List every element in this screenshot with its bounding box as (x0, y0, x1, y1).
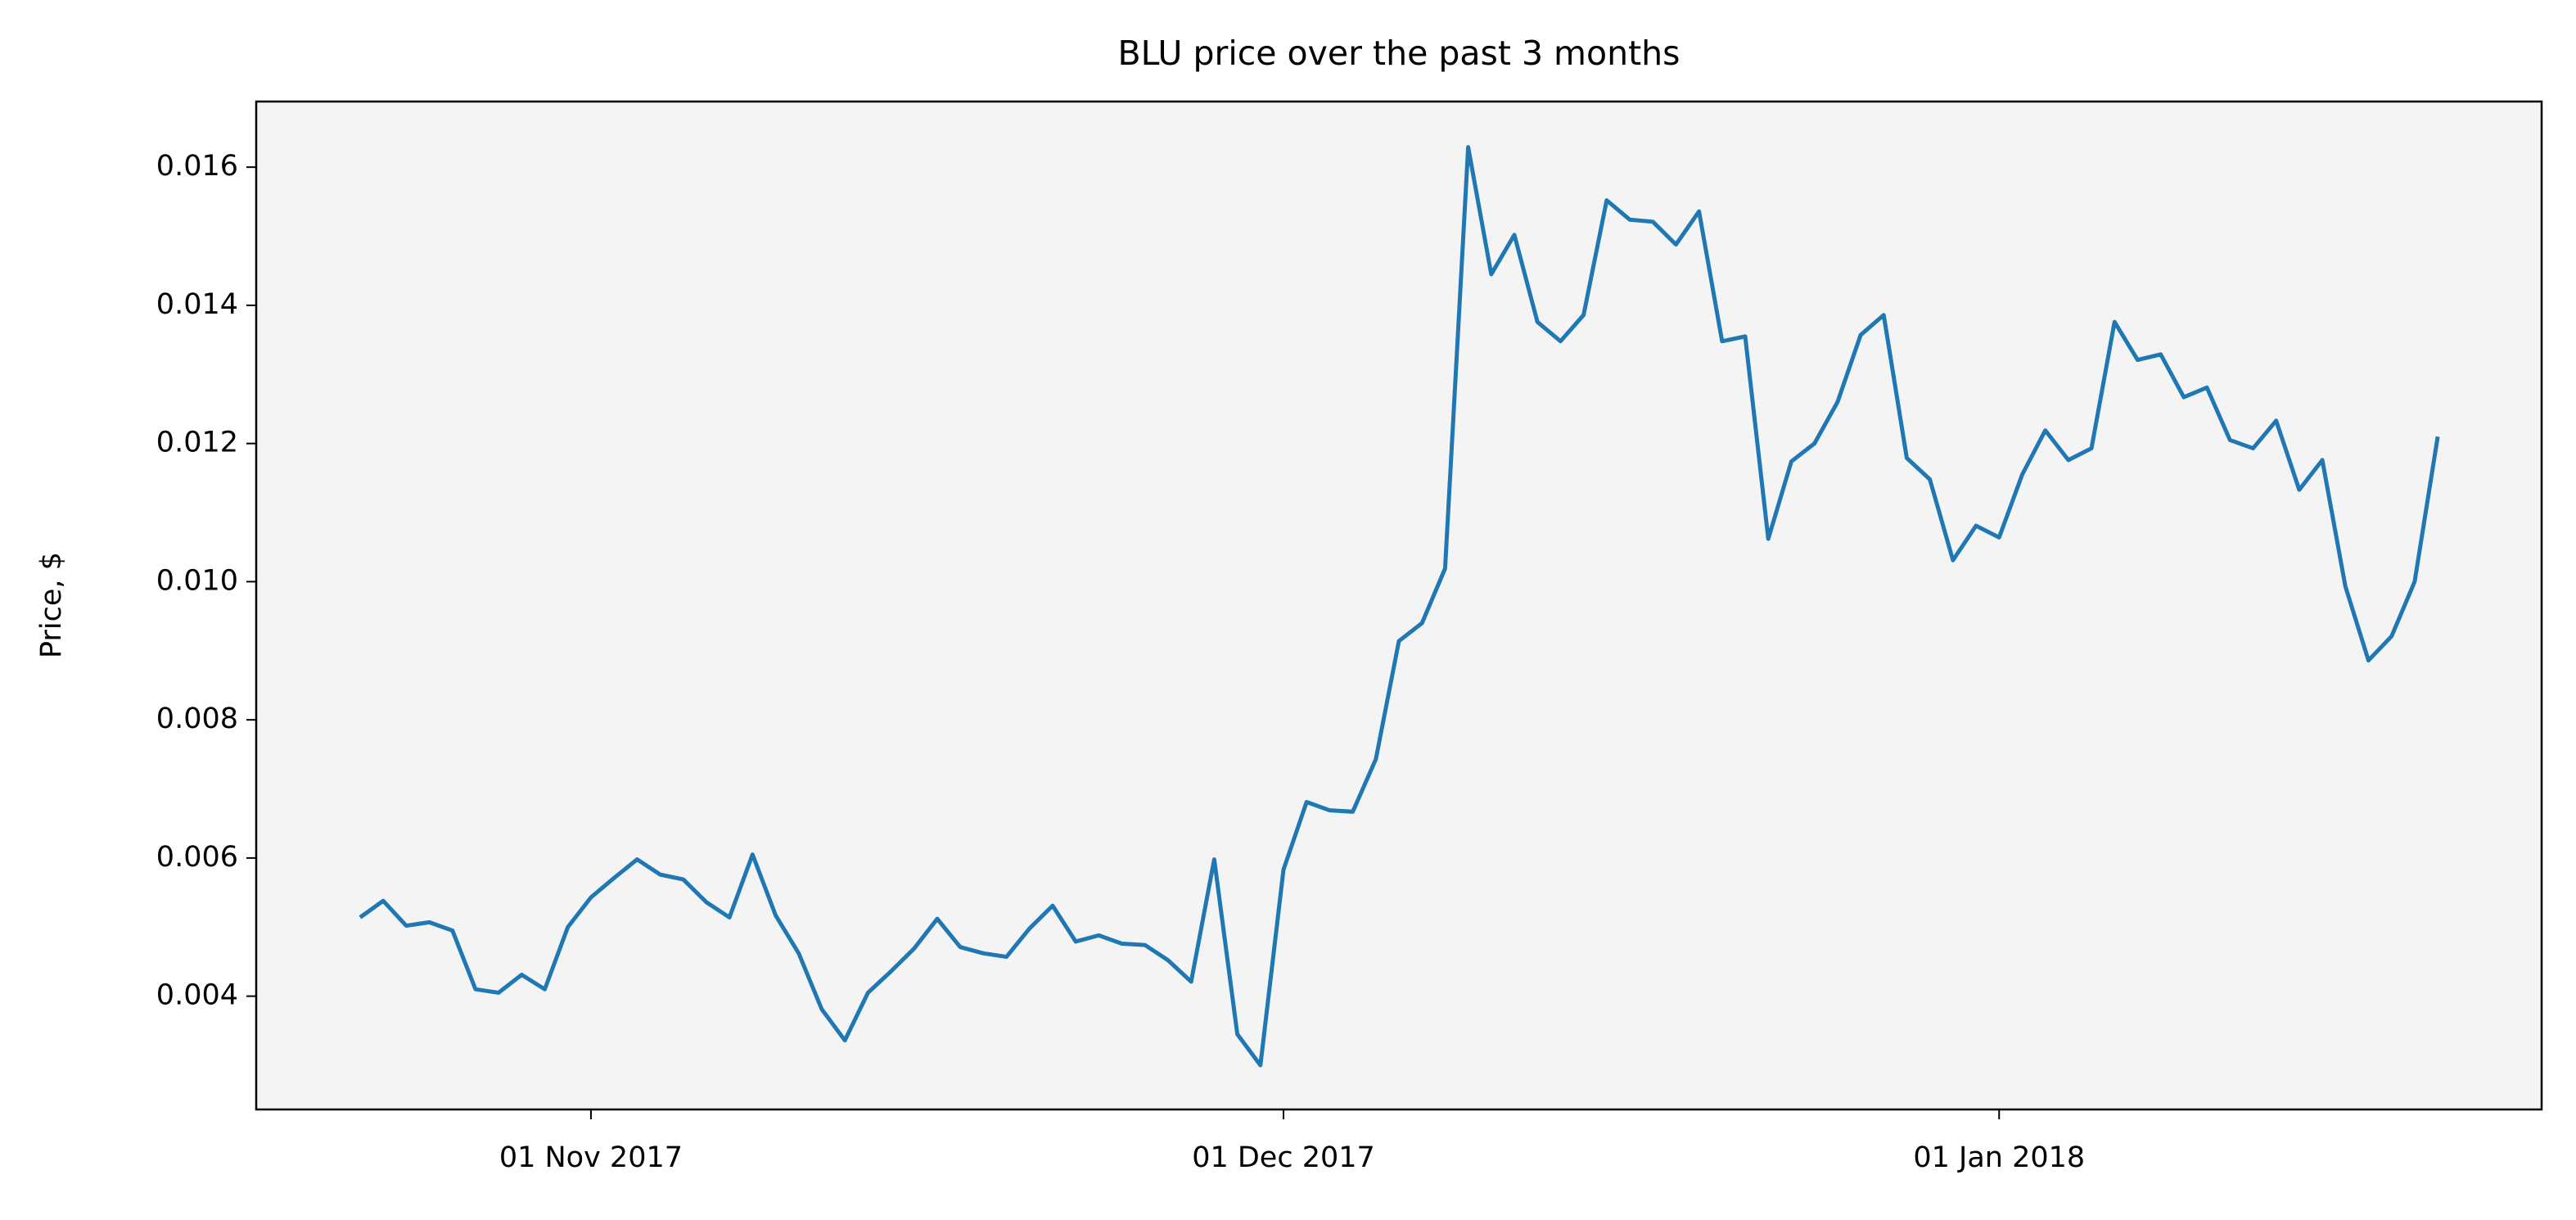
y-tick-label: 0.006 (156, 841, 238, 874)
y-axis-label: Price, $ (35, 552, 68, 658)
axes-frame (255, 100, 2543, 1111)
x-tick-label: 01 Jan 2018 (1913, 1141, 2085, 1174)
y-tick-label: 0.012 (156, 427, 238, 459)
plot-area (256, 102, 2542, 1109)
y-tick-label: 0.010 (156, 564, 238, 597)
y-tick-label: 0.004 (156, 979, 238, 1012)
y-tick-label: 0.014 (156, 288, 238, 321)
x-tick-label: 01 Dec 2017 (1192, 1141, 1375, 1174)
price-line (359, 145, 2440, 1068)
chart-title: BLU price over the past 3 months (1118, 34, 1680, 73)
y-tick-label: 0.016 (156, 150, 238, 183)
x-tick-label: 01 Nov 2017 (499, 1141, 683, 1174)
y-tick-label: 0.008 (156, 703, 238, 735)
